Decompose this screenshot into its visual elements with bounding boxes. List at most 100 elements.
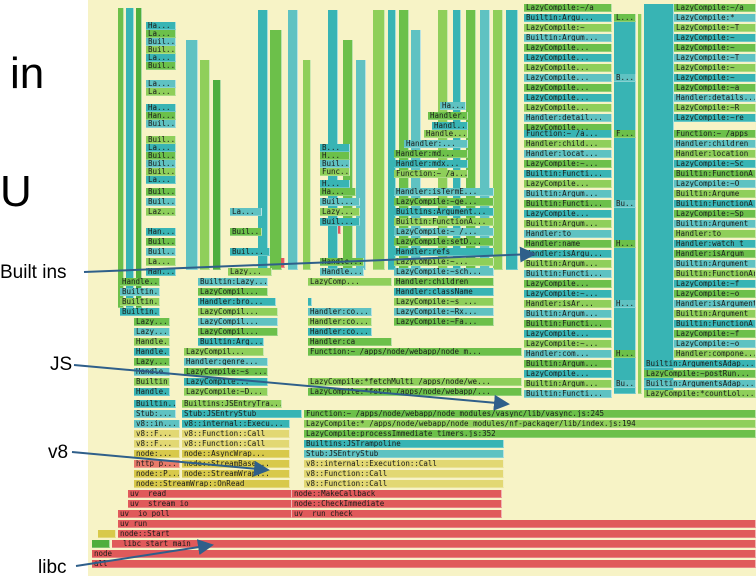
frame: Builtin:Functi... xyxy=(524,200,612,208)
frame: Handle... xyxy=(134,338,170,346)
frame: LazyCompile:~Rx... xyxy=(394,308,494,316)
frame: Buil... xyxy=(146,248,176,256)
frame: Handler:isTermE... xyxy=(394,188,494,196)
frame: LazyCompil... xyxy=(198,328,278,336)
frame-column xyxy=(270,30,282,270)
frame: Builtin:Lazy... xyxy=(198,278,268,286)
frame: v8::Function::Call xyxy=(182,430,290,438)
frame: Handl... xyxy=(432,122,468,130)
frame: Builtin:Argum... xyxy=(524,190,612,198)
frame-column xyxy=(638,14,642,394)
frame: Buil... xyxy=(230,248,270,256)
frame: LazyCompile:~sch... xyxy=(394,268,494,276)
frame: v8::F... xyxy=(134,430,180,438)
frame: Lazy... xyxy=(228,268,272,276)
frame-column xyxy=(303,60,311,270)
frame: Ha... xyxy=(320,188,356,196)
frame: uv__read xyxy=(128,490,292,498)
frame: Builtins:JSTrampoline xyxy=(304,440,504,448)
frame xyxy=(308,298,312,306)
frame: Builtin:Argum... xyxy=(524,360,612,368)
frame: Buil... xyxy=(146,38,176,46)
frame: Builtin:Argum... xyxy=(524,380,612,388)
frame: Buil... xyxy=(146,136,176,144)
frame: Handler:co... xyxy=(308,308,372,316)
frame: La... xyxy=(146,54,176,62)
frame: Builtin... xyxy=(134,400,176,408)
frame: LazyCompile:setD... xyxy=(394,238,494,246)
frame-column xyxy=(644,4,674,394)
frame: LazyCompile... xyxy=(524,104,612,112)
frame: La... xyxy=(230,208,262,216)
frame: Buil... xyxy=(146,160,176,168)
frame: Ha... xyxy=(146,22,176,30)
frame-column xyxy=(126,8,134,308)
frame: Builtins:Argument... xyxy=(394,208,494,216)
frame: LazyCompile... xyxy=(524,180,612,188)
frame: Handler:to xyxy=(524,230,612,238)
frame: v8::Function::Call xyxy=(182,440,290,448)
frame-column xyxy=(338,222,341,234)
frame: Builtin... xyxy=(120,308,160,316)
frame: Stub:JSEntryStub xyxy=(182,410,302,418)
frame: Han... xyxy=(146,228,176,236)
frame: H... xyxy=(320,152,350,160)
frame: Handler:ca xyxy=(308,338,392,346)
frame: LazyCompile:~ /... xyxy=(394,228,494,236)
frame: LazyCompile:~s ... xyxy=(394,298,494,306)
frame: H... xyxy=(614,240,636,248)
frame: Lazy... xyxy=(134,328,170,336)
frame-column xyxy=(493,10,503,270)
frame-column xyxy=(288,10,298,270)
frame: La... xyxy=(146,176,176,184)
frame: Buil... xyxy=(320,160,350,168)
frame: Ha... xyxy=(146,104,176,112)
frame xyxy=(98,530,116,538)
frame: Builtin:Argu... xyxy=(524,14,612,22)
frame-column xyxy=(136,8,142,308)
frame: LazyComp... xyxy=(308,278,392,286)
frame-column xyxy=(506,10,518,270)
frame xyxy=(92,540,110,548)
arrow-builtins xyxy=(83,246,536,273)
frame: Builtins:JSEntryTra... xyxy=(182,400,282,408)
frame: v8::F... xyxy=(134,440,180,448)
arrow-libc xyxy=(75,539,214,567)
frame: Builtin:Functi... xyxy=(524,270,612,278)
frame: Buil... xyxy=(146,120,176,128)
frame: LazyCompile... xyxy=(524,210,612,218)
frame: LazyCompil... xyxy=(184,348,264,356)
label-js: JS xyxy=(50,354,73,375)
frame: Builtin:Arg... xyxy=(198,338,264,346)
frame: La... xyxy=(146,144,176,152)
flamegraph: Ha... La... Buil... Buil... La... Buil..… xyxy=(88,0,756,576)
frame: Buil... xyxy=(146,62,176,70)
frame: H... xyxy=(614,300,636,308)
frame: Handler:isAr... xyxy=(524,300,612,308)
frame: node::MakeCallback xyxy=(292,490,502,498)
frame: H... xyxy=(320,180,350,188)
frame: LazyCompile... xyxy=(524,84,612,92)
frame: Function:~ /a... xyxy=(524,130,612,138)
frame: Func... xyxy=(320,168,350,176)
frame: Bu... xyxy=(614,200,636,208)
frame: Ha... xyxy=(440,102,466,110)
frame: v8::Function::Call xyxy=(304,470,504,478)
frame: LazyCompile... xyxy=(524,64,612,72)
side-text-u: U xyxy=(0,167,32,216)
frame: Handler:genre... xyxy=(184,358,268,366)
frame-column xyxy=(118,8,124,308)
frame-column xyxy=(200,60,210,270)
frame: Builtin:FunctionA... xyxy=(394,218,494,226)
frame: LazyCompil... xyxy=(198,308,278,316)
frame: Builtin:Functi... xyxy=(524,320,612,328)
frame: Han... xyxy=(146,268,176,276)
frame: LazyCompile:~... xyxy=(524,290,612,298)
frame: Builtin:Argum... xyxy=(524,34,612,42)
frame: Handler:child... xyxy=(524,140,612,148)
frame: Handler:co... xyxy=(308,328,372,336)
frame: uv__stream_io xyxy=(128,500,292,508)
frame: uv__io_poll xyxy=(118,510,292,518)
frame: LazyCompile:~Fa... xyxy=(394,318,494,326)
frame: v8::internal::Execu... xyxy=(182,420,290,428)
